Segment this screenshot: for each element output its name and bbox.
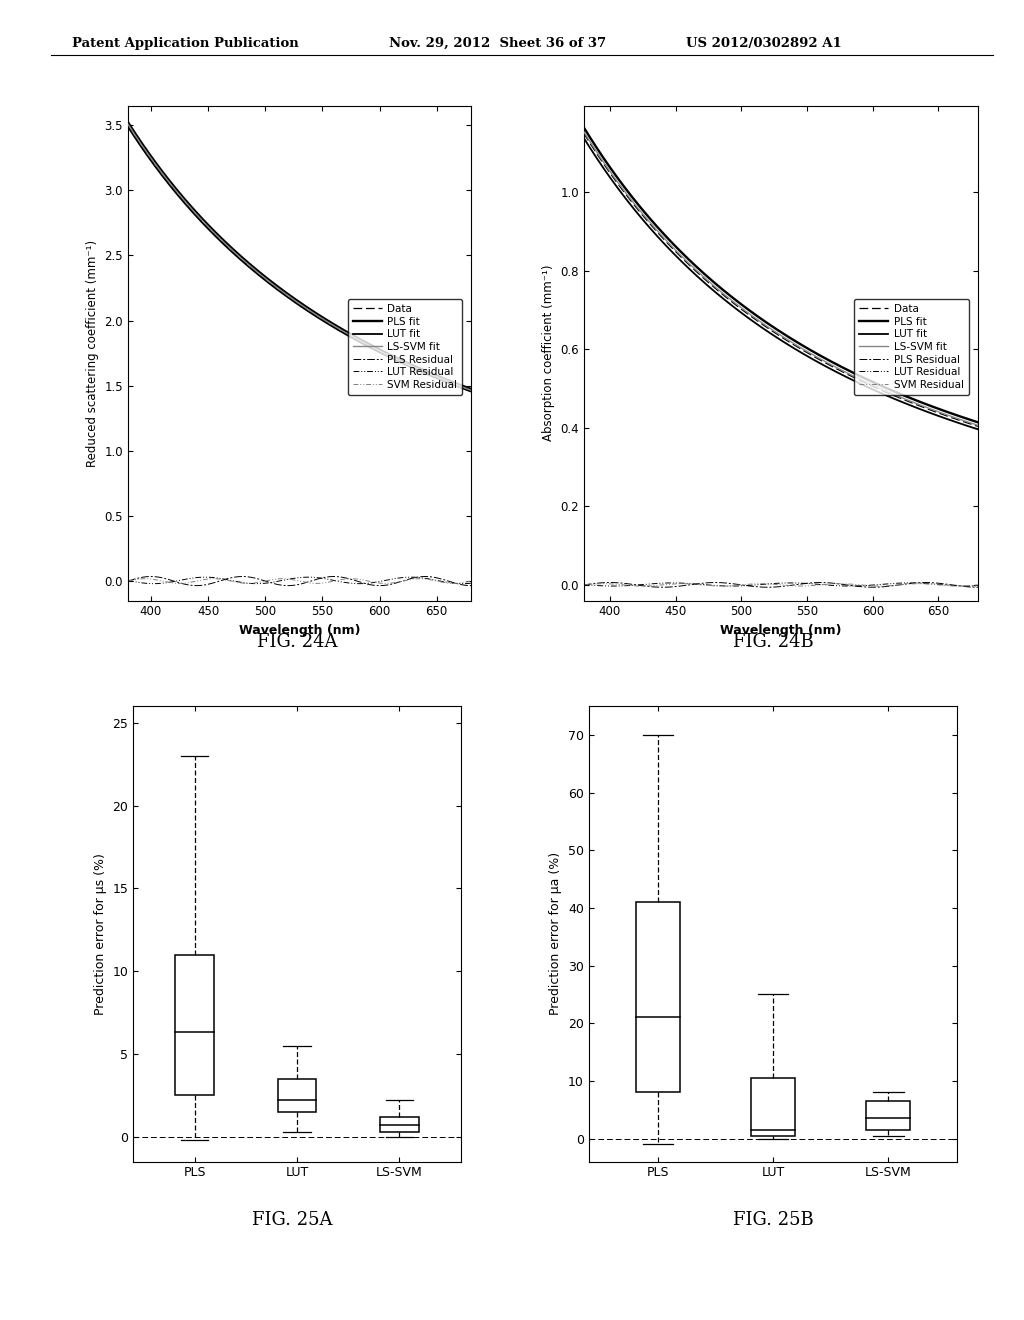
Text: FIG. 25A: FIG. 25A: [252, 1210, 332, 1229]
Bar: [175, 954, 214, 1096]
X-axis label: Wavelength (nm): Wavelength (nm): [720, 624, 842, 638]
Bar: [636, 902, 680, 1093]
Text: US 2012/0302892 A1: US 2012/0302892 A1: [686, 37, 842, 50]
Y-axis label: Absorption coefficient (mm⁻¹): Absorption coefficient (mm⁻¹): [542, 265, 555, 441]
Text: Patent Application Publication: Patent Application Publication: [72, 37, 298, 50]
X-axis label: Wavelength (nm): Wavelength (nm): [239, 624, 360, 638]
Y-axis label: Prediction error for μa (%): Prediction error for μa (%): [550, 853, 562, 1015]
Bar: [278, 1078, 316, 1111]
Text: FIG. 25B: FIG. 25B: [733, 1210, 813, 1229]
Text: FIG. 24B: FIG. 24B: [733, 632, 813, 651]
Bar: [380, 1117, 419, 1131]
Legend: Data, PLS fit, LUT fit, LS-SVM fit, PLS Residual, LUT Residual, SVM Residual: Data, PLS fit, LUT fit, LS-SVM fit, PLS …: [854, 298, 969, 395]
Y-axis label: Reduced scattering coefficient (mm⁻¹): Reduced scattering coefficient (mm⁻¹): [86, 239, 99, 467]
Legend: Data, PLS fit, LUT fit, LS-SVM fit, PLS Residual, LUT Residual, SVM Residual: Data, PLS fit, LUT fit, LS-SVM fit, PLS …: [347, 298, 463, 395]
Bar: [866, 1101, 910, 1130]
Y-axis label: Prediction error for μs (%): Prediction error for μs (%): [94, 853, 106, 1015]
Bar: [752, 1078, 795, 1135]
Text: Nov. 29, 2012  Sheet 36 of 37: Nov. 29, 2012 Sheet 36 of 37: [389, 37, 606, 50]
Text: FIG. 24A: FIG. 24A: [257, 632, 337, 651]
